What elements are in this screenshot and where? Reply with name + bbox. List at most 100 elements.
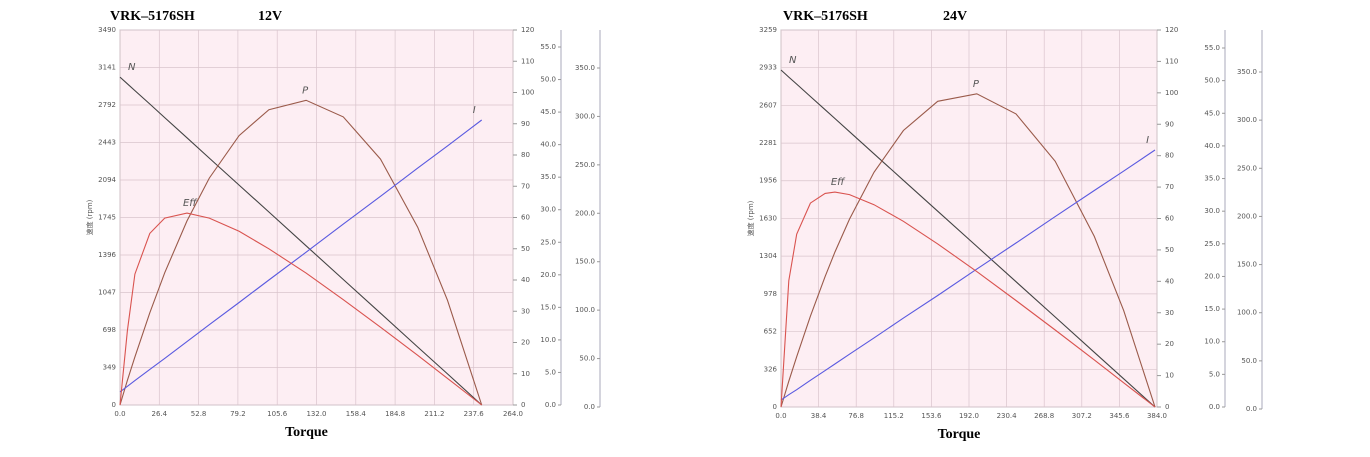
x-tick-label: 192.0	[959, 412, 979, 420]
y2-tick-label: 90	[521, 120, 530, 128]
x-axis-label: Torque	[938, 427, 981, 442]
y4-tick-label: 0.0	[584, 403, 595, 411]
y3-tick-label: 25.0	[540, 238, 556, 246]
y2-tick-label: 120	[521, 26, 534, 34]
x-tick-label: 184.8	[385, 410, 405, 418]
y-tick-label: 1630	[759, 214, 777, 222]
x-tick-label: 264.0	[503, 410, 523, 418]
y-axis-label: 速度 (rpm)	[746, 200, 755, 236]
y2-tick-label: 20	[521, 339, 530, 347]
x-tick-label: 237.6	[464, 410, 485, 418]
x-tick-label: 26.4	[152, 410, 168, 418]
y3-tick-label: 35.0	[1204, 175, 1220, 183]
y3-tick-label: 15.0	[1204, 305, 1220, 313]
x-tick-label: 158.4	[346, 410, 367, 418]
y2-tick-label: 60	[521, 214, 530, 222]
y-tick-label: 698	[103, 326, 116, 334]
y2-tick-label: 50	[1165, 246, 1174, 254]
series-line	[119, 212, 483, 406]
series-line	[780, 69, 1156, 408]
y4-tick-label: 150.0	[575, 258, 595, 266]
x-tick-label: 105.6	[267, 410, 288, 418]
y4-tick-label: 200.0	[1237, 212, 1257, 220]
series-line	[119, 76, 483, 406]
y-tick-label: 0	[773, 403, 777, 411]
x-tick-label: 76.8	[848, 412, 864, 420]
y-tick-label: 2607	[759, 101, 777, 109]
series-label: P	[973, 79, 980, 90]
y3-tick-label: 20.0	[540, 271, 556, 279]
y2-tick-label: 30	[521, 307, 530, 315]
y2-tick-label: 120	[1165, 26, 1178, 34]
y3-tick-label: 40.0	[540, 141, 556, 149]
chart-subtitle: 12V	[258, 9, 282, 24]
y4-tick-label: 250.0	[1237, 164, 1257, 172]
y4-tick-label: 0.0	[1246, 405, 1257, 413]
y3-tick-label: 45.0	[540, 108, 556, 116]
y2-tick-label: 80	[521, 151, 530, 159]
x-tick-label: 38.4	[811, 412, 827, 420]
y4-tick-label: 200.0	[575, 209, 595, 217]
x-tick-label: 52.8	[191, 410, 207, 418]
y-tick-label: 2933	[759, 64, 777, 72]
series-line	[119, 119, 483, 393]
y-tick-label: 3490	[98, 26, 116, 34]
series-line	[780, 191, 1156, 408]
y3-tick-label: 40.0	[1204, 142, 1220, 150]
y2-tick-label: 0	[521, 401, 525, 409]
y3-tick-label: 0.0	[545, 401, 556, 409]
y2-tick-label: 40	[521, 276, 530, 284]
y4-tick-label: 100.0	[1237, 309, 1257, 317]
chart: VRK–5176SH 12V 0.0 26.4 52.8 79.2 105.6 132.0 15…	[85, 9, 601, 440]
x-tick-label: 0.0	[775, 412, 786, 420]
y-tick-label: 326	[764, 365, 778, 373]
y-tick-label: 1396	[98, 251, 116, 259]
x-tick-label: 132.0	[306, 410, 326, 418]
y2-tick-label: 100	[521, 89, 534, 97]
y-axis-label: 速度 (rpm)	[85, 199, 94, 235]
chart-subtitle: 24V	[943, 9, 967, 24]
y2-tick-label: 70	[1165, 183, 1174, 191]
series-label: Eff	[831, 177, 846, 188]
y2-tick-label: 0	[1165, 403, 1169, 411]
y-tick-label: 1304	[759, 252, 777, 260]
y2-tick-label: 100	[1165, 89, 1178, 97]
y4-tick-label: 350.0	[1237, 68, 1257, 76]
y3-tick-label: 0.0	[1209, 403, 1220, 411]
y3-tick-label: 30.0	[1204, 207, 1220, 215]
chart-title: VRK–5176SH	[783, 9, 868, 24]
x-tick-label: 230.4	[997, 412, 1018, 420]
y-tick-label: 2094	[98, 176, 116, 184]
y4-tick-label: 50.0	[579, 355, 595, 363]
y4-tick-label: 150.0	[1237, 261, 1257, 269]
series-line	[780, 93, 1156, 408]
series-label: I	[473, 105, 476, 116]
series-label: I	[1146, 135, 1149, 146]
x-tick-label: 345.6	[1109, 412, 1130, 420]
y3-tick-label: 10.0	[1204, 338, 1220, 346]
y2-tick-label: 80	[1165, 152, 1174, 160]
series-label: P	[302, 85, 309, 96]
y2-tick-label: 50	[521, 245, 530, 253]
y3-tick-label: 10.0	[540, 336, 556, 344]
y-tick-label: 3141	[98, 64, 116, 72]
y3-tick-label: 15.0	[540, 303, 556, 311]
y2-tick-label: 110	[521, 57, 534, 65]
y2-tick-label: 110	[1165, 57, 1178, 65]
y3-tick-label: 30.0	[540, 206, 556, 214]
y2-tick-label: 90	[1165, 120, 1174, 128]
y2-tick-label: 60	[1165, 215, 1174, 223]
y3-tick-label: 35.0	[540, 173, 556, 181]
chart: VRK–5176SH 24V 0.0 38.4 76.8 115.2 153.6 192.0 2…	[746, 9, 1263, 442]
y3-tick-label: 50.0	[1204, 77, 1220, 85]
series-label: Eff	[183, 198, 198, 209]
y-tick-label: 2281	[759, 139, 777, 147]
y-tick-label: 2792	[98, 101, 116, 109]
y4-tick-label: 300.0	[575, 112, 595, 120]
y2-tick-label: 40	[1165, 277, 1174, 285]
y-tick-label: 3259	[759, 26, 777, 34]
y4-tick-label: 100.0	[575, 306, 595, 314]
y3-tick-label: 50.0	[540, 76, 556, 84]
y2-tick-label: 10	[1165, 372, 1174, 380]
